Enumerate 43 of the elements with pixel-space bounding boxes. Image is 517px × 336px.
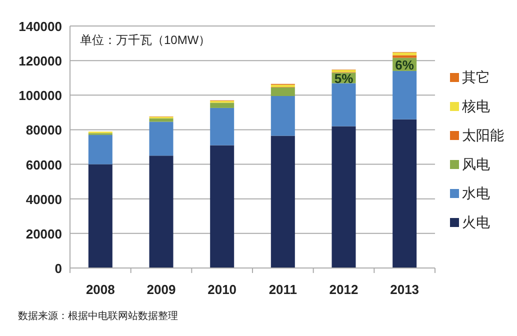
- bar: [332, 126, 356, 268]
- bar: [392, 70, 417, 120]
- legend-label: 其它: [462, 69, 490, 85]
- x-tick-label: 2008: [86, 282, 115, 297]
- legend-label: 风电: [462, 156, 490, 172]
- bar: [392, 119, 417, 268]
- bar: [210, 102, 234, 108]
- bar: [149, 118, 174, 122]
- annotation: 5%: [334, 70, 354, 86]
- y-tick-label: 40000: [26, 192, 62, 207]
- bar: [392, 52, 417, 56]
- y-tick-label: 60000: [26, 157, 62, 172]
- bar: [210, 108, 234, 146]
- bar: [88, 134, 112, 164]
- x-tick-label: 2010: [208, 282, 237, 297]
- bar: [270, 84, 295, 88]
- y-tick-label: 80000: [26, 122, 62, 138]
- bar: [332, 70, 356, 72]
- legend-label: 太阳能: [462, 127, 504, 143]
- bar: [210, 145, 234, 268]
- x-tick-label: 2012: [329, 282, 358, 297]
- bar: [149, 156, 174, 268]
- legend-label: 火电: [462, 214, 490, 230]
- bar: [270, 136, 295, 268]
- annotation: 6%: [395, 57, 414, 72]
- bar: [149, 122, 174, 156]
- bar: [88, 164, 112, 268]
- annotation: 单位：万千瓦（10MW）: [80, 33, 211, 47]
- y-tick-label: 0: [54, 261, 62, 276]
- bar: [392, 55, 417, 58]
- bar: [270, 96, 295, 136]
- legend-label: 水电: [462, 185, 490, 201]
- x-tick-label: 2011: [268, 282, 298, 297]
- y-tick-label: 120000: [18, 54, 62, 69]
- legend-label: 核电: [461, 98, 490, 114]
- x-tick-label: 2009: [146, 282, 176, 297]
- bar: [332, 83, 356, 126]
- source-note: 数据来源：根据中电联网站数据整理: [18, 310, 178, 322]
- bar: [270, 87, 295, 96]
- y-tick-label: 20000: [26, 226, 62, 242]
- y-tick-label: 100000: [18, 88, 62, 104]
- x-tick-label: 2013: [390, 282, 420, 297]
- y-tick-label: 140000: [18, 19, 62, 34]
